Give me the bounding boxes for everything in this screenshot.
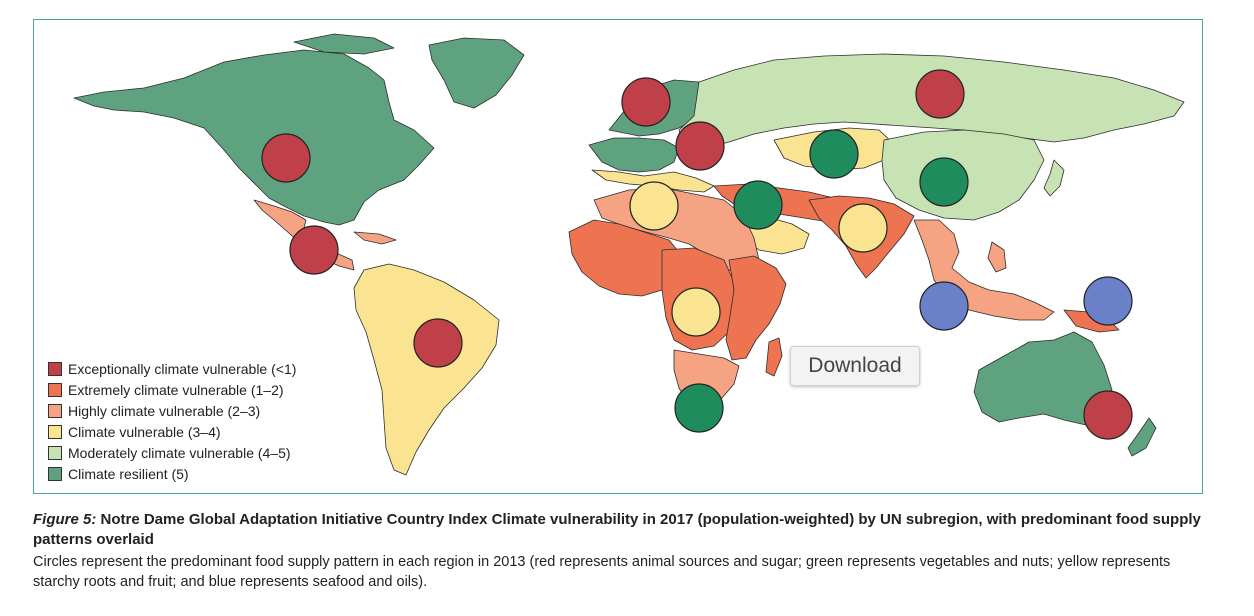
region-caribbean [353,231,397,245]
download-button[interactable]: Download [790,346,920,386]
region-madagascar [765,337,783,377]
region-western-europe [588,137,680,173]
caption-title: Figure 5: Notre Dame Global Adaptation I… [33,510,1218,550]
legend-swatch [48,445,62,460]
circle-eastern-asia [919,157,969,207]
legend-label: Moderately climate vulnerable (4–5) [68,444,291,461]
region-southern-europe [591,169,715,193]
region-south-america [353,263,500,476]
region-arctic-islands [293,33,395,55]
legend-item: Climate resilient (5) [48,463,296,484]
map-frame: Exceptionally climate vulnerable (<1) Ex… [33,19,1203,494]
circle-central-america [289,225,339,275]
legend-item: Climate vulnerable (3–4) [48,421,296,442]
world-map [73,33,1185,476]
caption-body: Circles represent the predominant food s… [33,554,1171,590]
legend-item: Extremely climate vulnerable (1–2) [48,379,296,400]
circle-northern-europe [621,77,671,127]
legend-label: Climate vulnerable (3–4) [68,423,221,440]
circle-melanesia [1083,276,1133,326]
legend-swatch [48,424,62,439]
region-eastern-africa [725,255,787,361]
region-new-zealand [1127,417,1157,457]
caption-title-text: Notre Dame Global Adaptation Initiative … [33,511,1201,548]
legend-item: Exceptionally climate vulnerable (<1) [48,358,296,379]
legend-label: Exceptionally climate vulnerable (<1) [68,360,297,377]
circle-northern-africa [629,181,679,231]
legend-swatch [48,466,62,481]
circle-eastern-europe [915,69,965,119]
legend-swatch [48,382,62,397]
legend-label: Extremely climate vulnerable (1–2) [68,381,284,398]
circle-central-asia [809,129,859,179]
legend-item: Moderately climate vulnerable (4–5) [48,442,296,463]
circle-southern-asia [838,203,888,253]
region-north-america [73,49,435,226]
circle-australia [1083,390,1133,440]
legend-swatch [48,403,62,418]
circle-south-america [413,318,463,368]
circle-southeastern-asia [919,281,969,331]
circle-western-asia [733,180,783,230]
region-japan [1043,159,1065,197]
region-greenland [428,37,525,109]
legend-item: Highly climate vulnerable (2–3) [48,400,296,421]
circle-north-america [261,133,311,183]
region-philippines [987,241,1007,273]
circle-middle-africa [671,287,721,337]
map-legend: Exceptionally climate vulnerable (<1) Ex… [48,358,296,484]
legend-swatch [48,361,62,376]
figure-label: Figure 5: [33,511,97,528]
legend-label: Highly climate vulnerable (2–3) [68,402,261,419]
legend-label: Climate resilient (5) [68,465,189,482]
figure-caption: Figure 5: Notre Dame Global Adaptation I… [33,510,1218,592]
circle-western-europe [675,121,725,171]
circle-southern-africa [674,383,724,433]
